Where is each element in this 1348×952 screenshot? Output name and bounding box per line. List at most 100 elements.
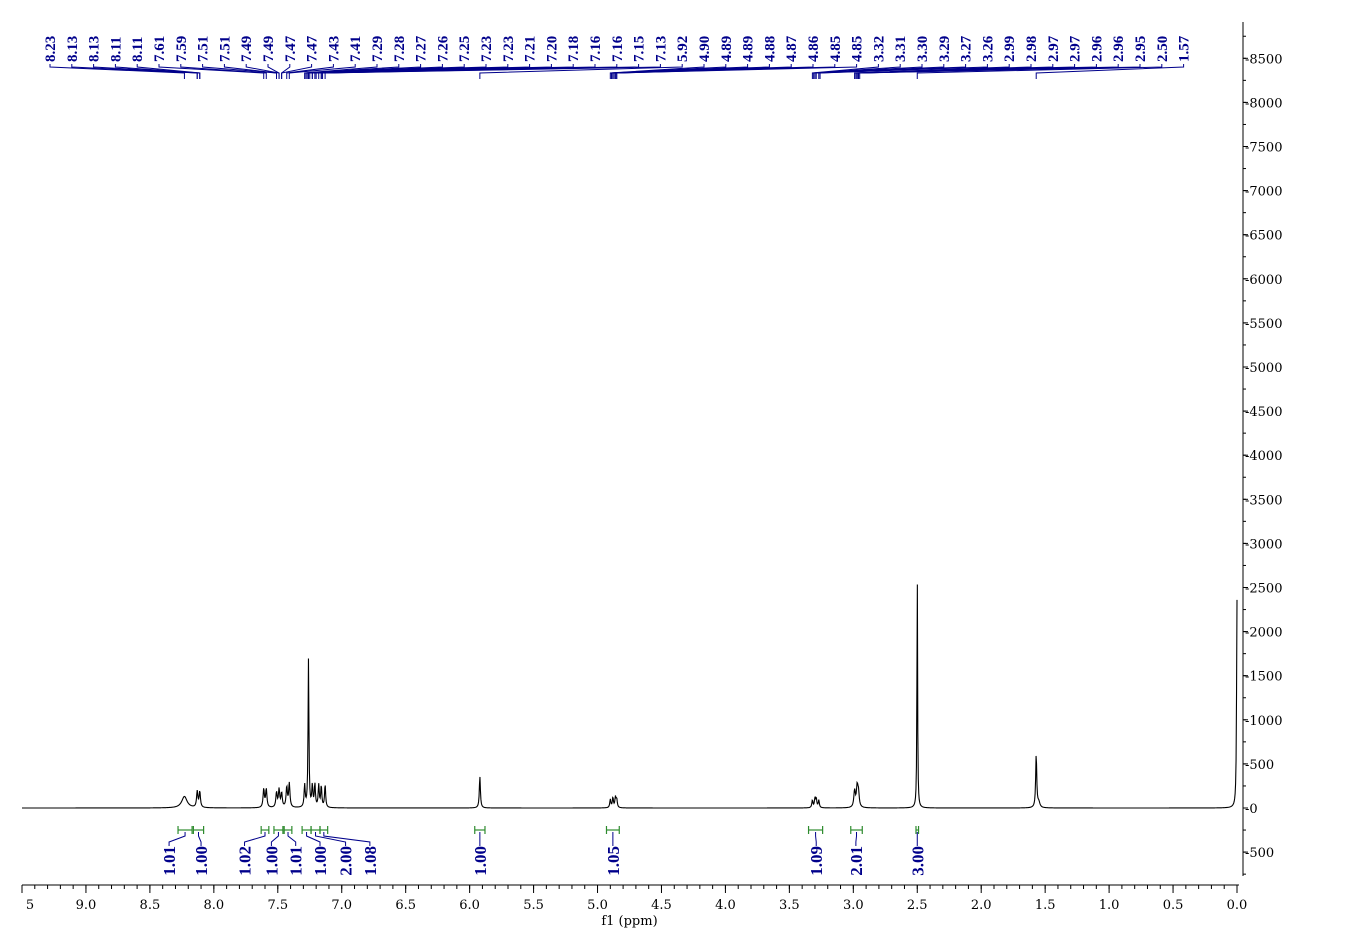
peak-leader-line [814, 64, 923, 79]
peak-label: 4.85 [828, 36, 844, 62]
peak-leader-line [93, 64, 198, 79]
peak-label: 7.21 [523, 36, 539, 62]
peak-label: 2.97 [1046, 35, 1062, 62]
x-tick-label: 5.0 [587, 898, 608, 913]
y-tick-label: -500 [1245, 758, 1274, 773]
peak-leader-line [859, 64, 1141, 79]
integral-leader-line [287, 832, 297, 846]
peak-label: 8.23 [43, 36, 59, 62]
integral-label: 1.00 [311, 846, 330, 876]
x-edge-tick-label: 5 [26, 898, 34, 913]
peak-label: 7.47 [283, 35, 299, 62]
peak-label: 7.61 [152, 36, 168, 62]
integral-leader-line [197, 832, 202, 846]
peak-label: 7.27 [414, 35, 430, 62]
integral-leader-line [315, 832, 347, 846]
peak-label: 4.90 [697, 36, 713, 62]
y-tick-label: -7000 [1245, 185, 1282, 200]
peak-label: 3.31 [893, 36, 909, 62]
peak-label: 7.13 [653, 36, 669, 62]
y-tick-label: -7500 [1245, 141, 1282, 156]
peak-label: 8.13 [87, 36, 103, 62]
y-tick-label: -8000 [1245, 96, 1282, 111]
y-tick-label: -8500 [1245, 52, 1282, 67]
peak-label: 7.49 [261, 36, 277, 62]
peak-label: 7.28 [392, 36, 408, 62]
integral-leader-line [855, 832, 858, 846]
peak-leader-line [916, 64, 1163, 79]
peak-label: 3.29 [937, 36, 953, 62]
peak-label: 7.51 [196, 36, 212, 62]
peak-label: 4.85 [850, 36, 866, 62]
x-tick-label: 6.0 [459, 898, 480, 913]
peak-label: 5.92 [675, 36, 691, 62]
peak-label: 2.96 [1089, 35, 1105, 62]
peak-label: 7.25 [457, 36, 473, 62]
integral-leader-line [168, 832, 186, 846]
peak-leader-line [609, 64, 705, 79]
peak-leader-line [49, 64, 185, 79]
x-tick-label: 8.0 [203, 898, 224, 913]
peak-leader-line [1035, 64, 1185, 79]
y-tick-label: -1500 [1245, 670, 1282, 685]
peak-label: 2.98 [1024, 36, 1040, 62]
y-tick-label: -3000 [1245, 537, 1282, 552]
x-tick-label: 6.5 [395, 898, 416, 913]
peak-label: 7.16 [588, 35, 604, 62]
peak-label: 7.59 [174, 36, 190, 62]
peak-leader-line [616, 64, 858, 79]
x-tick-label: 5.5 [523, 898, 544, 913]
spectrum-line [22, 584, 1238, 809]
peak-label: 3.26 [980, 35, 996, 62]
peak-leader-line [324, 64, 661, 79]
peak-label: 8.13 [65, 36, 81, 62]
x-tick-label: 9.0 [76, 898, 97, 913]
peak-leader-line [223, 64, 278, 79]
peak-leader-line [286, 64, 334, 79]
y-tick-label: -4000 [1245, 449, 1282, 464]
integral-label: 1.08 [361, 846, 380, 876]
x-tick-label: 1.5 [1035, 898, 1056, 913]
y-tick-label: -5500 [1245, 317, 1282, 332]
integral-leader-line [270, 832, 279, 846]
peak-label: 7.23 [479, 36, 495, 62]
integral-label: 1.00 [471, 846, 490, 876]
y-tick-label: -6000 [1245, 273, 1282, 288]
peak-leader-line [304, 64, 378, 79]
peak-label: 7.49 [239, 36, 255, 62]
integral-leader-line [244, 832, 266, 846]
peak-label: 2.50 [1155, 36, 1171, 62]
integrals: 1.01 1.00 1.02 1.00 1.01 1.00 2.00 1.08 1.00 1.05… [160, 826, 927, 876]
peak-label: 2.95 [1133, 36, 1149, 62]
x-axis-title: f1 (ppm) [601, 914, 657, 929]
peak-leader-line [158, 64, 265, 79]
peak-label: 7.51 [217, 36, 233, 62]
peak-label: 8.11 [108, 37, 124, 62]
peak-label: 7.43 [326, 36, 342, 62]
peak-label: 1.57 [1177, 35, 1193, 62]
x-tick-label: 4.5 [651, 898, 672, 913]
y-tick-label: -2000 [1245, 626, 1282, 641]
peak-label: 7.15 [632, 36, 648, 62]
peak-labels: 8.23 8.13 8.13 8.11 8.11 7.61 7.59 7.51 7.51 7.49… [43, 35, 1193, 79]
y-axis: -500 -0 -500 -1000 -1500 -2000 -2500 -3000 -3500… [1242, 22, 1282, 876]
x-tick-label: 4.0 [715, 898, 736, 913]
peak-label: 8.11 [130, 37, 146, 62]
peak-label: 3.27 [959, 35, 975, 62]
x-tick-label: 0.5 [1163, 898, 1184, 913]
peak-label: 3.30 [915, 36, 931, 62]
peak-label: 4.89 [719, 36, 735, 62]
peak-leader-line [811, 64, 879, 79]
peak-label: 7.23 [501, 36, 517, 62]
x-axis: 9.0 8.5 8.0 7.5 7.0 6.5 6.0 5.5 5.0 4.5 4.0 3.5 3.0 2… [21, 884, 1247, 913]
y-tick-label: -3500 [1245, 493, 1282, 508]
x-tick-label: 8.5 [140, 898, 161, 913]
integral-label: 1.01 [160, 846, 179, 876]
peak-label: 7.29 [370, 36, 386, 62]
integral-label: 1.00 [262, 846, 281, 876]
peak-leader-line [306, 64, 422, 79]
spectrum-trace [22, 584, 1238, 809]
peak-leader-line [479, 64, 683, 79]
peak-label: 4.88 [762, 36, 778, 62]
peak-label: 7.20 [544, 36, 560, 62]
